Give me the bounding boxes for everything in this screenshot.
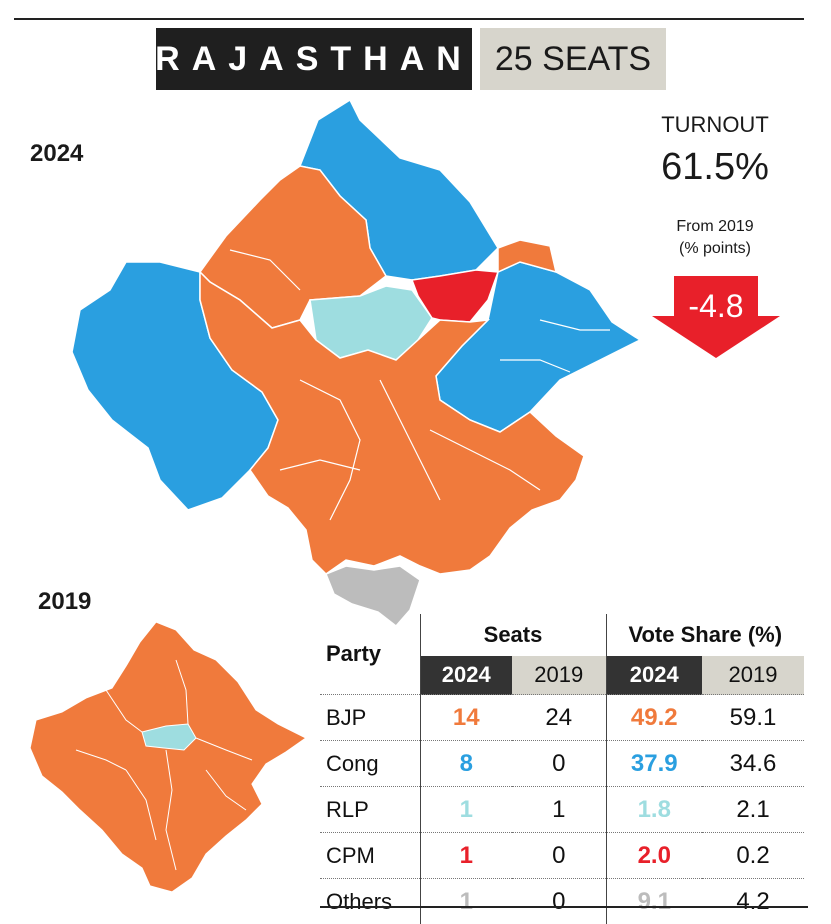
seats-2024-header: 2024: [420, 656, 512, 695]
vote-2019-header: 2019: [702, 656, 804, 695]
party-name: RLP: [320, 787, 420, 833]
vote-2024: 37.9: [606, 741, 702, 787]
party-name: Others: [320, 879, 420, 924]
turnout-change-value: -4.8: [652, 288, 780, 325]
table-row: RLP 1 1 1.8 2.1: [320, 787, 804, 833]
seats-2019: 24: [512, 695, 606, 741]
table-row: CPM 1 0 2.0 0.2: [320, 833, 804, 879]
seats-2019-header: 2019: [512, 656, 606, 695]
seats-column-header: Seats: [420, 614, 606, 656]
vote-2024: 49.2: [606, 695, 702, 741]
seats-2019: 0: [512, 879, 606, 924]
top-rule: [14, 18, 804, 20]
vote-2024: 1.8: [606, 787, 702, 833]
seats-2019: 1: [512, 787, 606, 833]
party-name: Cong: [320, 741, 420, 787]
vote-2024-header: 2024: [606, 656, 702, 695]
table-row: Cong 8 0 37.9 34.6: [320, 741, 804, 787]
results-table: Party Seats Vote Share (%) 2024 2019 202…: [320, 614, 804, 924]
seats-2024: 14: [420, 695, 512, 741]
vote-2019: 0.2: [702, 833, 804, 879]
vote-share-column-header: Vote Share (%): [606, 614, 804, 656]
table-row: BJP 14 24 49.2 59.1: [320, 695, 804, 741]
bottom-rule: [320, 906, 808, 908]
map-2019: [16, 620, 316, 910]
seats-2024: 8: [420, 741, 512, 787]
region-2019-bjp: [30, 622, 306, 892]
vote-2019: 2.1: [702, 787, 804, 833]
party-name: BJP: [320, 695, 420, 741]
turnout-change-label-line1: From 2019: [640, 216, 790, 238]
seats-2024: 1: [420, 833, 512, 879]
vote-2024: 2.0: [606, 833, 702, 879]
seats-2019: 0: [512, 741, 606, 787]
turnout-change-label: From 2019 (% points): [640, 216, 790, 260]
vote-2024: 9.1: [606, 879, 702, 924]
vote-2019: 34.6: [702, 741, 804, 787]
seats-2024: 1: [420, 787, 512, 833]
vote-2019: 4.2: [702, 879, 804, 924]
turnout-change-label-line2: (% points): [640, 238, 790, 260]
vote-2019: 59.1: [702, 695, 804, 741]
party-name: CPM: [320, 833, 420, 879]
table-row: Others 1 0 9.1 4.2: [320, 879, 804, 924]
seats-badge: 25 SEATS: [480, 28, 666, 90]
turnout-value: 61.5%: [640, 146, 790, 189]
map-2024: [0, 96, 640, 636]
seats-2024: 1: [420, 879, 512, 924]
state-title: RAJASTHAN: [156, 28, 472, 90]
party-column-header: Party: [320, 614, 420, 695]
seats-2019: 0: [512, 833, 606, 879]
turnout-label: TURNOUT: [640, 112, 790, 138]
